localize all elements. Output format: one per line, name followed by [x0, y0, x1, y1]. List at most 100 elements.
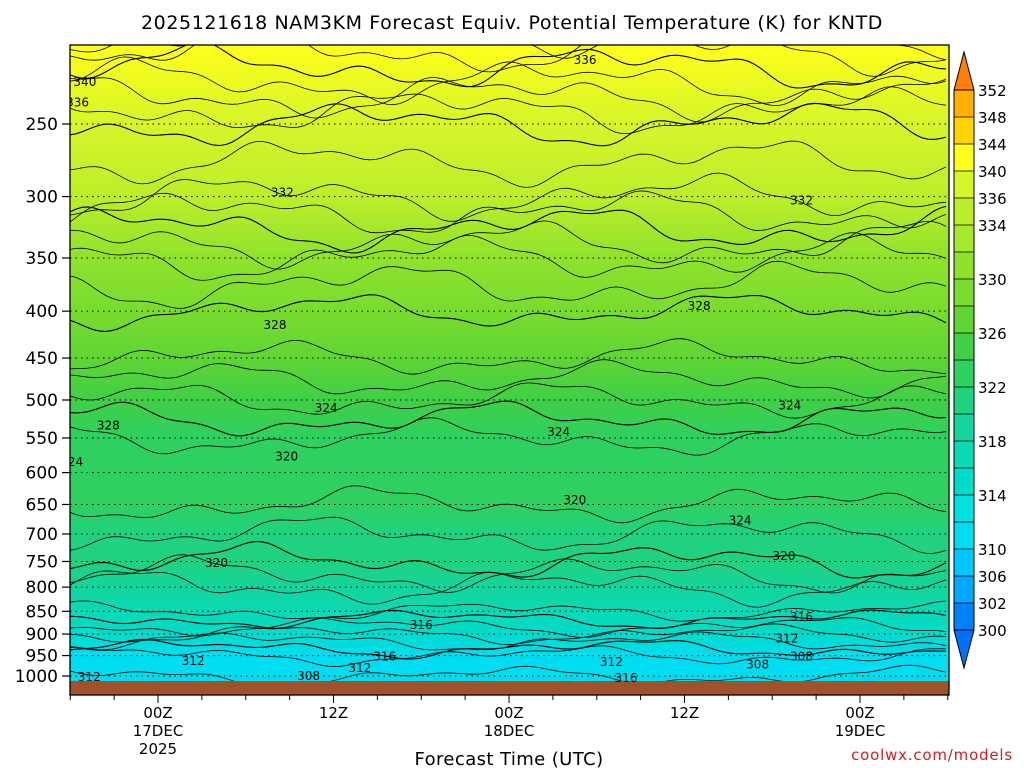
contour-label: 324: [729, 514, 752, 528]
colorbar-label: 318: [978, 433, 1007, 451]
colorbar-segment: [954, 468, 974, 496]
colorbar-segment: [954, 117, 974, 145]
y-tick-label: 550: [26, 429, 58, 449]
contour-label: 320: [563, 493, 586, 507]
colorbar-label: 300: [978, 622, 1007, 640]
contour-line: [70, 56, 947, 107]
contour-line: [70, 485, 947, 524]
contour-line: [70, 45, 947, 89]
contour-label: 316: [790, 610, 813, 624]
colorbar-segment: [954, 576, 974, 604]
colorbar-segment: [954, 225, 974, 253]
contour-line: [70, 260, 947, 309]
contour-label: 324: [778, 399, 801, 413]
contour-label: 320: [205, 556, 228, 570]
x-tick-label: 12Z: [670, 704, 699, 722]
contour-line: [70, 205, 947, 254]
contour-label: 308: [790, 649, 813, 663]
contour-line: [70, 102, 947, 147]
contour-label: 324: [60, 455, 83, 469]
y-tick-label: 850: [26, 602, 58, 622]
x-axis-title: Forecast Time (UTC): [415, 749, 604, 768]
contour-label: 336: [574, 53, 597, 67]
contour-label: 332: [790, 194, 813, 208]
colorbar-label: 340: [978, 163, 1007, 181]
watermark: coolwx.com/models: [851, 746, 1013, 764]
chart-title: 2025121618 NAM3KM Forecast Equiv. Potent…: [141, 12, 883, 34]
contour-label: 320: [275, 449, 298, 463]
contour-line: [70, 631, 947, 651]
contour-line: [70, 172, 947, 222]
y-tick-label: 600: [26, 464, 58, 484]
ground-terrain: [70, 681, 949, 695]
contour-line: [70, 190, 947, 234]
colorbar-label: 314: [978, 487, 1007, 505]
y-tick-label: 1000: [15, 667, 58, 687]
contour-line: [70, 359, 947, 399]
contour-line: [70, 417, 947, 456]
y-tick-label: 350: [26, 249, 58, 269]
contour-label: 312: [78, 670, 101, 684]
contour-line: [70, 45, 947, 77]
colorbar-segment: [954, 522, 974, 550]
x-tick-label: 2025: [139, 740, 177, 758]
contour-label: 340: [73, 75, 96, 89]
plot-area: 340 336 336 332 332 328 328 328 324 324 324 324 324 3…: [60, 45, 949, 695]
colorbar-segment: [954, 333, 974, 361]
contour-line: [70, 540, 947, 579]
y-tick-label: 900: [26, 625, 58, 645]
colorbar-segment: [954, 90, 974, 118]
colorbar-segment: [954, 387, 974, 415]
y-tick-label: 250: [26, 115, 58, 135]
contour-line: [70, 645, 946, 668]
y-tick-label: 950: [26, 647, 58, 667]
contour-label: 312: [600, 655, 623, 669]
x-tick-label: 18DEC: [484, 722, 535, 740]
contour-label: 332: [271, 186, 294, 200]
y-tick-label: 500: [26, 391, 58, 411]
colorbar-label: 336: [978, 190, 1007, 208]
x-tick-label: 12Z: [319, 704, 348, 722]
colorbar-segment: [954, 252, 974, 280]
contour-label: 324: [547, 425, 570, 439]
colorbar-arrow-bottom: [953, 629, 975, 670]
contour-line: [70, 220, 947, 270]
contour-line: [70, 638, 946, 660]
x-tick-label: 19DEC: [835, 722, 886, 740]
x-tick-label: 00Z: [494, 704, 523, 722]
contour-line: [70, 554, 947, 594]
contour-lines: [70, 45, 947, 687]
y-tick-label: 700: [26, 525, 58, 545]
contour-label: 316: [373, 649, 396, 663]
contour-line: [70, 400, 947, 437]
contour-label: 312: [182, 654, 205, 668]
colorbar-segment: [954, 360, 974, 388]
contour-line: [70, 140, 947, 188]
colorbar-segment: [954, 144, 974, 172]
contour-line: [70, 617, 947, 638]
contour-line: [70, 623, 947, 646]
contour-line: [70, 338, 947, 375]
x-tick-label: 00Z: [143, 704, 172, 722]
contour-label: 316: [410, 618, 433, 632]
y-tick-label: 800: [26, 578, 58, 598]
y-tick-label: 300: [26, 188, 58, 208]
colorbar-segment: [954, 549, 974, 577]
y-tick-label: 450: [26, 349, 58, 369]
y-axis-pressure: 250 300 350 400 450 500 550 600 650 700 750 800 850 9…: [15, 115, 70, 687]
contour-labels: 340 336 336 332 332 328 328 328 324 324 324 324 324 3…: [60, 53, 813, 685]
contour-line: [70, 382, 947, 419]
colorbar-label: 310: [978, 541, 1007, 559]
colorbar-segment: [954, 603, 974, 631]
contour-line: [70, 600, 947, 622]
contour-label: 312: [775, 631, 798, 645]
colorbar-segment: [954, 495, 974, 523]
pressure-gridlines: [70, 123, 949, 677]
x-tick-label: 17DEC: [133, 722, 184, 740]
contour-label: 336: [66, 96, 89, 110]
contour-line: [70, 232, 947, 281]
colorbar-segment: [954, 279, 974, 307]
contour-label: 324: [315, 401, 338, 415]
